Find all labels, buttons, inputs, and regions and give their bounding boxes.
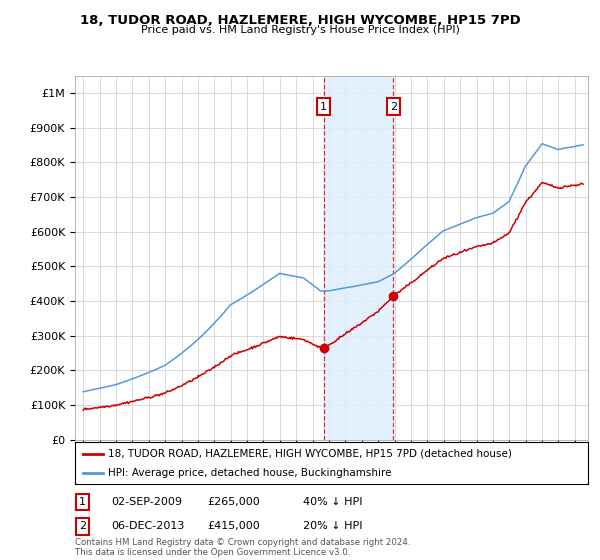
Text: HPI: Average price, detached house, Buckinghamshire: HPI: Average price, detached house, Buck…: [109, 468, 392, 478]
Text: 18, TUDOR ROAD, HAZLEMERE, HIGH WYCOMBE, HP15 7PD: 18, TUDOR ROAD, HAZLEMERE, HIGH WYCOMBE,…: [80, 14, 520, 27]
Text: 1: 1: [79, 497, 86, 507]
Text: £265,000: £265,000: [207, 497, 260, 507]
Text: 18, TUDOR ROAD, HAZLEMERE, HIGH WYCOMBE, HP15 7PD (detached house): 18, TUDOR ROAD, HAZLEMERE, HIGH WYCOMBE,…: [109, 449, 512, 459]
Text: 1: 1: [320, 102, 327, 112]
Text: 40% ↓ HPI: 40% ↓ HPI: [303, 497, 362, 507]
Text: £415,000: £415,000: [207, 521, 260, 531]
Text: 2: 2: [79, 521, 86, 531]
Text: Price paid vs. HM Land Registry's House Price Index (HPI): Price paid vs. HM Land Registry's House …: [140, 25, 460, 35]
Text: 06-DEC-2013: 06-DEC-2013: [111, 521, 184, 531]
Text: 02-SEP-2009: 02-SEP-2009: [111, 497, 182, 507]
Text: Contains HM Land Registry data © Crown copyright and database right 2024.
This d: Contains HM Land Registry data © Crown c…: [75, 538, 410, 557]
Text: 2: 2: [390, 102, 397, 112]
Text: 20% ↓ HPI: 20% ↓ HPI: [303, 521, 362, 531]
Bar: [323, 76, 394, 440]
